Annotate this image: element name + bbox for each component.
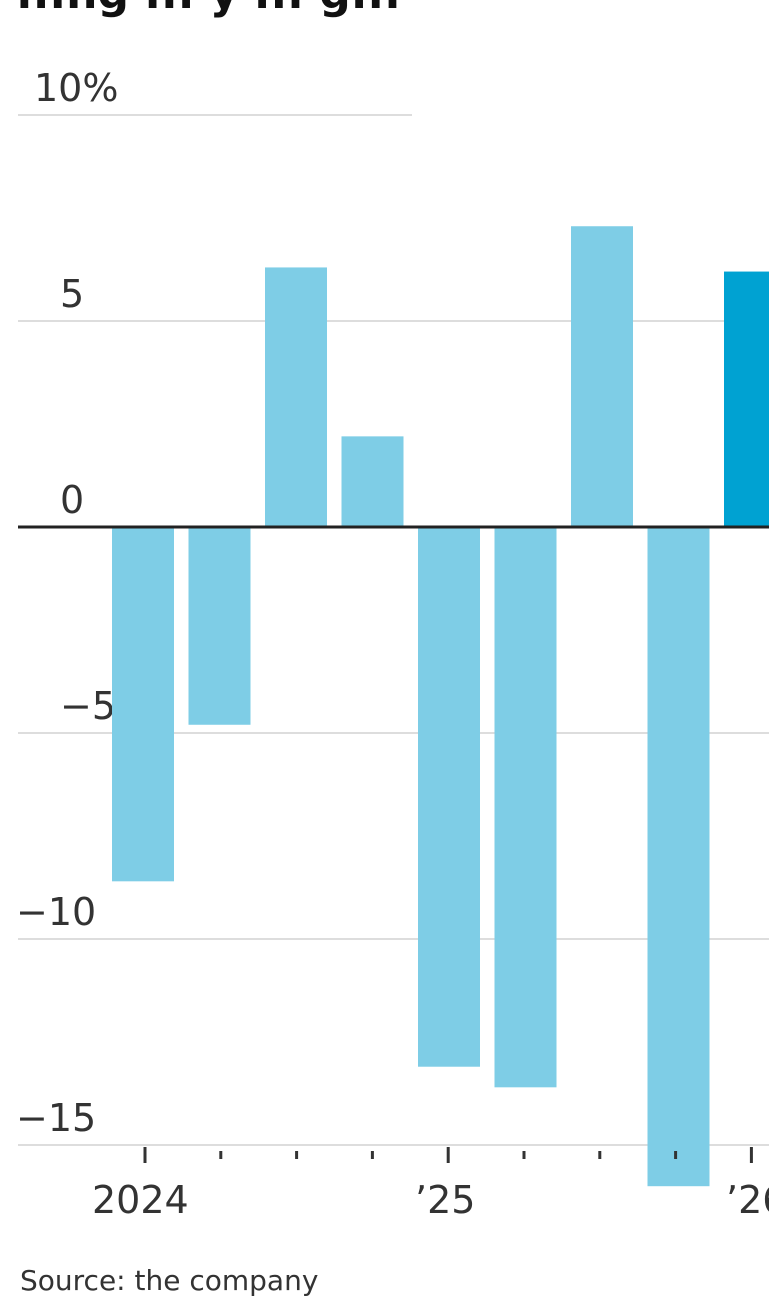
x-tick-label: 2024: [92, 1178, 189, 1222]
y-tick-label: −5: [60, 684, 116, 728]
y-tick-label: 10%: [34, 66, 118, 110]
bar-2025-q1: [418, 527, 480, 1067]
bars: [112, 226, 769, 1187]
bar-2025-q2: [494, 527, 557, 1088]
x-tick-label: ’25: [415, 1178, 475, 1222]
x-axis: 2024 ’25 ’26: [92, 1147, 769, 1222]
bar-2024-q3: [265, 267, 327, 527]
bar-2024-q4: [341, 436, 404, 527]
y-tick-label: −10: [16, 890, 96, 934]
source-note: Source: the company: [20, 1264, 318, 1297]
y-tick-label: 0: [60, 478, 84, 522]
bar-2025-q4: [647, 527, 710, 1187]
y-tick-label: −15: [16, 1096, 96, 1140]
x-tick-label: ’26: [726, 1178, 769, 1222]
bar-2024-q2: [188, 527, 251, 725]
bar-2026-q1: [724, 271, 769, 527]
bar-2025-q3: [571, 226, 633, 528]
y-tick-label: 5: [60, 272, 84, 316]
chart-title: ...ng ... y ... g...: [16, 0, 401, 19]
bar-2024-q1: [112, 527, 174, 882]
